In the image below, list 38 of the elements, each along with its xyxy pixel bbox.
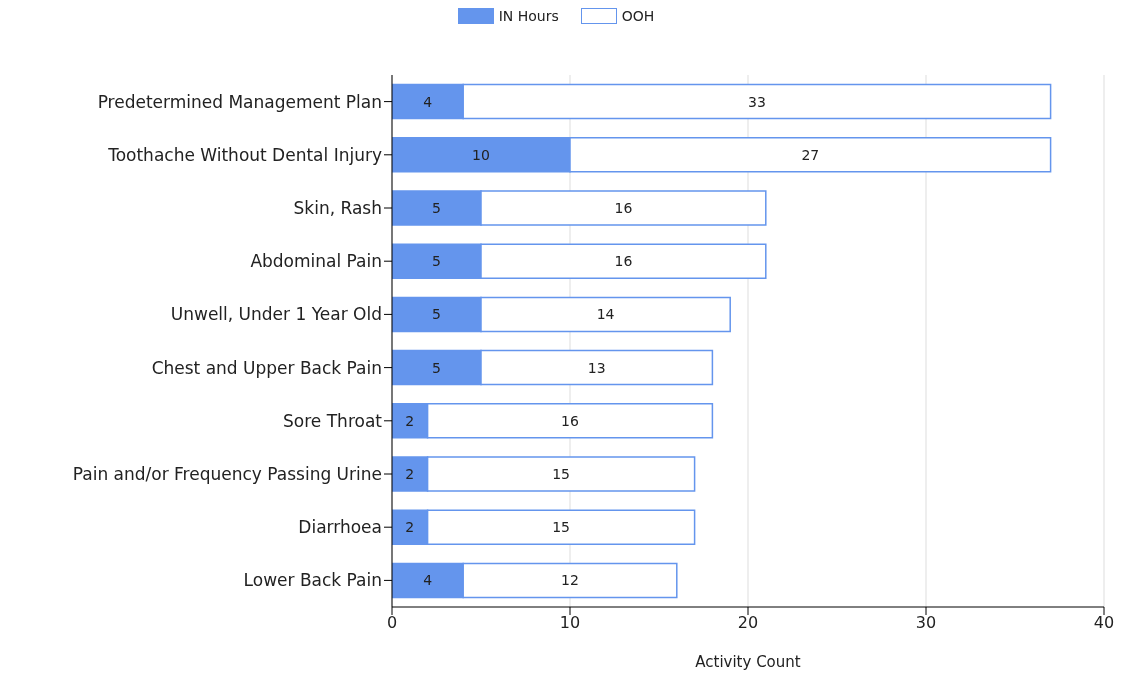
data-label: 5	[432, 199, 441, 216]
y-tick-label: Toothache Without Dental Injury	[107, 144, 382, 165]
x-axis-title: Activity Count	[695, 653, 801, 671]
data-label: 13	[587, 359, 606, 376]
data-label: 12	[561, 572, 579, 589]
data-label: 16	[561, 412, 579, 429]
x-tick-label: 10	[559, 613, 581, 633]
y-tick-label: Skin, Rash	[293, 198, 382, 219]
y-tick-label: Predetermined Management Plan	[97, 91, 382, 112]
data-label: 2	[405, 412, 415, 429]
legend-label: OOH	[621, 8, 655, 24]
data-label: 33	[747, 93, 766, 110]
y-tick-label: Sore Throat	[283, 410, 383, 431]
y-tick-label: Diarrhoea	[298, 517, 382, 538]
data-label: 16	[614, 253, 633, 270]
x-tick-label: 0	[386, 613, 398, 633]
y-tick-label: Abdominal Pain	[250, 251, 382, 272]
data-label: 10	[472, 146, 490, 163]
data-label: 2	[405, 519, 415, 536]
y-tick-label: Lower Back Pain	[243, 570, 382, 591]
data-label: 5	[432, 359, 441, 376]
x-tick-label: 30	[915, 613, 937, 633]
data-label: 5	[432, 306, 441, 323]
data-label: 15	[552, 465, 571, 482]
data-label: 27	[801, 146, 820, 163]
x-tick-label: 20	[737, 613, 759, 633]
data-label: 4	[423, 572, 433, 589]
data-label: 2	[405, 465, 415, 482]
data-label: 5	[432, 253, 441, 270]
data-label: 14	[596, 306, 615, 323]
data-label: 16	[614, 199, 633, 216]
x-tick-label: 40	[1093, 613, 1115, 633]
y-tick-label: Unwell, Under 1 Year Old	[170, 304, 382, 325]
y-tick-label: Chest and Upper Back Pain	[151, 357, 382, 378]
y-tick-label: Pain and/or Frequency Passing Urine	[72, 464, 382, 485]
data-label: 4	[423, 93, 433, 110]
data-label: 15	[552, 519, 571, 536]
legend-label: IN Hours	[498, 8, 559, 24]
